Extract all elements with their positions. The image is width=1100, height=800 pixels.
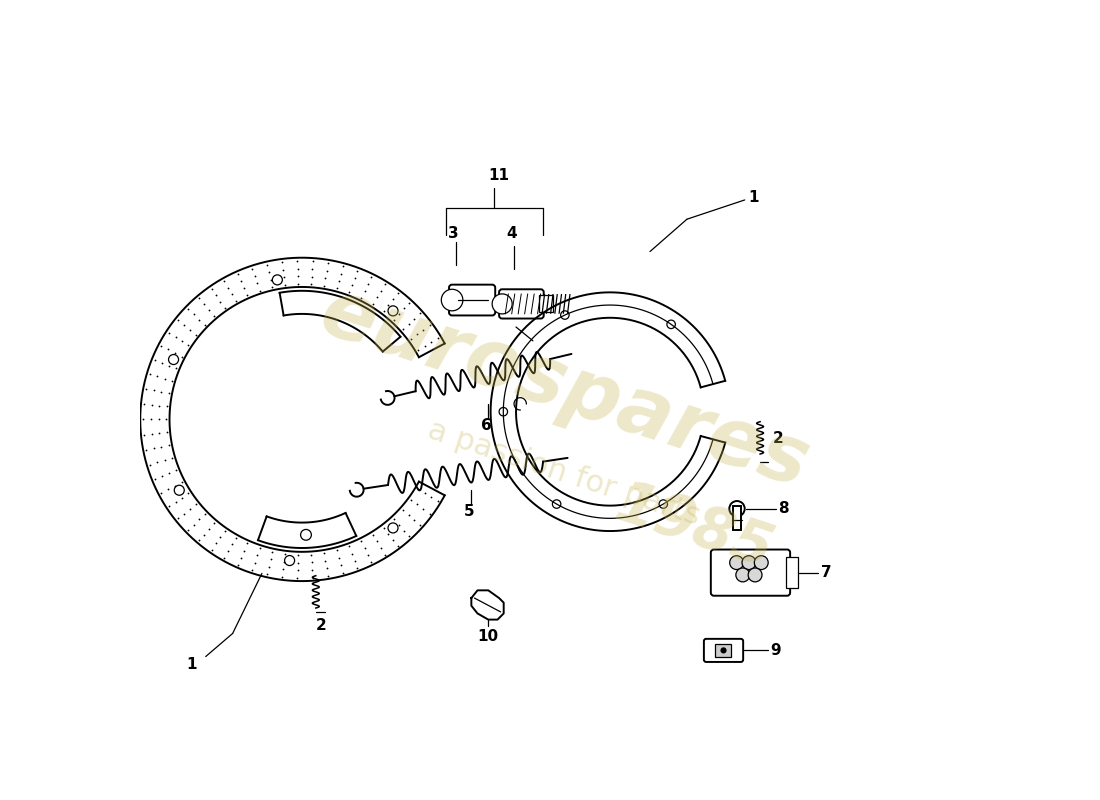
Text: 1: 1 <box>186 657 197 672</box>
Text: 1: 1 <box>749 190 759 205</box>
Circle shape <box>720 647 727 654</box>
Text: 5: 5 <box>464 504 474 519</box>
Bar <box>733 506 741 530</box>
Text: 10: 10 <box>477 629 498 644</box>
Circle shape <box>729 501 745 517</box>
FancyBboxPatch shape <box>704 639 744 662</box>
Text: 2: 2 <box>316 618 327 634</box>
FancyBboxPatch shape <box>449 285 495 315</box>
Text: 11: 11 <box>488 168 509 183</box>
Bar <box>715 644 730 657</box>
Text: 2: 2 <box>773 431 784 446</box>
Bar <box>786 558 798 588</box>
FancyBboxPatch shape <box>711 550 790 596</box>
Text: 8: 8 <box>779 502 789 516</box>
Text: 9: 9 <box>770 643 781 658</box>
Bar <box>539 295 553 312</box>
Text: 4: 4 <box>506 226 517 241</box>
Circle shape <box>492 294 513 314</box>
Circle shape <box>736 568 750 582</box>
Circle shape <box>742 556 756 570</box>
Text: eurospares: eurospares <box>310 273 817 504</box>
Text: 3: 3 <box>449 226 459 241</box>
Text: a passion for parts: a passion for parts <box>424 415 704 531</box>
Circle shape <box>748 568 762 582</box>
FancyBboxPatch shape <box>499 290 543 318</box>
Circle shape <box>729 556 744 570</box>
Circle shape <box>755 556 768 570</box>
Text: 6: 6 <box>481 418 492 433</box>
Text: 1985: 1985 <box>608 475 781 579</box>
Circle shape <box>441 290 463 311</box>
Text: 7: 7 <box>821 565 832 580</box>
